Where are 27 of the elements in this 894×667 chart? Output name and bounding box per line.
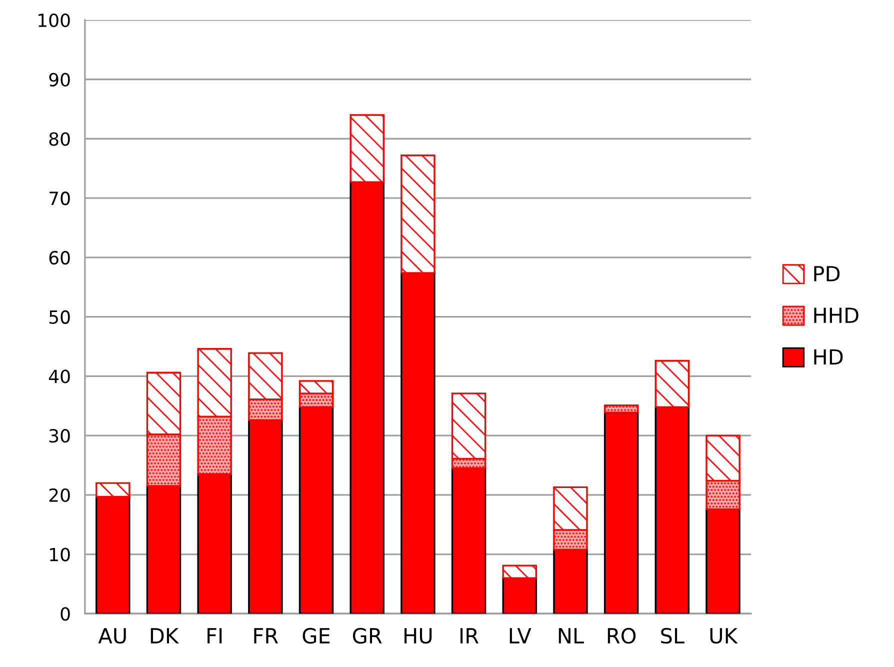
y-tick-label: 90 bbox=[49, 72, 70, 86]
x-tick-label: FR bbox=[254, 628, 278, 644]
x-tick-label: LV bbox=[510, 628, 532, 644]
x-tick-label: UK bbox=[710, 628, 738, 644]
y-tick-label: 20 bbox=[49, 488, 70, 502]
y-tick-label: 80 bbox=[49, 132, 70, 146]
x-tick-label: RO bbox=[608, 628, 636, 644]
x-tick-label: HU bbox=[404, 628, 432, 644]
x-tick-label: NL bbox=[558, 628, 584, 644]
y-tick-label: 100 bbox=[38, 13, 70, 28]
y-tick-label: 0 bbox=[60, 607, 70, 621]
x-tick-label: FI bbox=[208, 628, 222, 644]
x-tick-label: GE bbox=[302, 628, 330, 644]
y-tick-label: 60 bbox=[49, 250, 70, 265]
legend-label: HD bbox=[814, 349, 843, 365]
x-tick-label: SL bbox=[661, 628, 684, 644]
y-tick-label: 70 bbox=[50, 192, 70, 206]
x-tick-label: DK bbox=[150, 628, 180, 644]
legend-label: PD bbox=[814, 266, 840, 282]
y-tick-label: 10 bbox=[50, 548, 70, 562]
y-tick-label: 30 bbox=[49, 429, 70, 443]
y-tick-label: 40 bbox=[48, 370, 70, 384]
y-tick-label: 50 bbox=[49, 310, 70, 324]
x-tick-label: IR bbox=[460, 628, 478, 644]
x-tick-label: GR bbox=[352, 628, 382, 644]
x-tick-label: AU bbox=[98, 628, 126, 644]
legend-label: HHD bbox=[814, 308, 858, 323]
